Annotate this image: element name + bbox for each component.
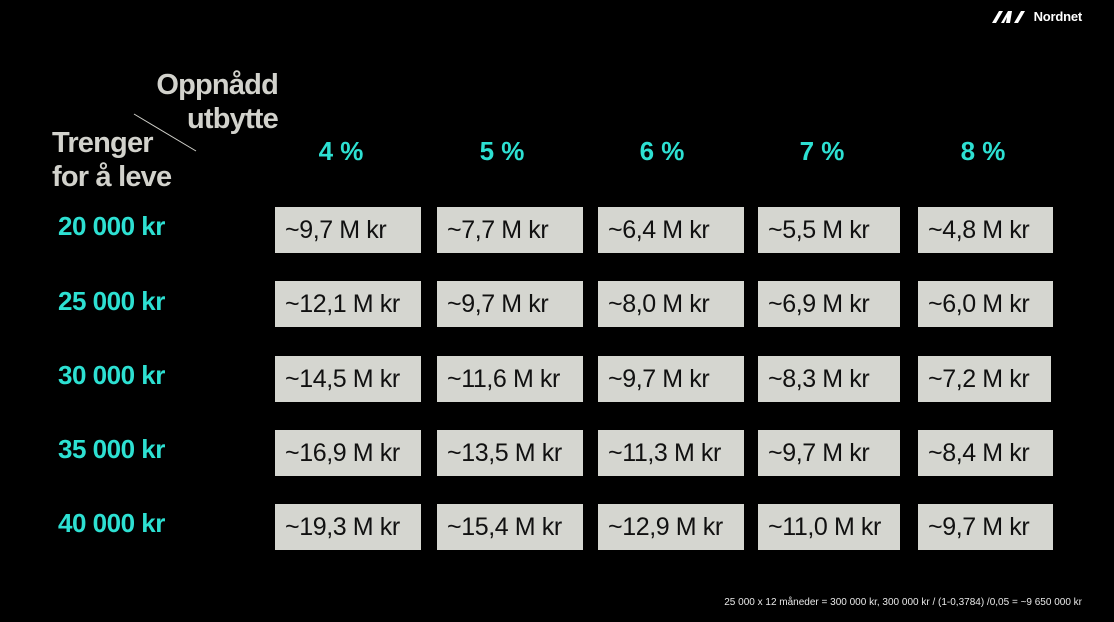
table-cell: ~13,5 M kr [437, 430, 583, 476]
column-axis-label-line1: Oppnådd [156, 69, 278, 101]
row-axis-label-line2: for å leve [52, 161, 172, 193]
table-cell: ~6,9 M kr [758, 281, 900, 327]
table-cell: ~14,5 M kr [275, 356, 421, 402]
brand-name: Nordnet [1033, 8, 1083, 24]
column-header: 6 % [639, 136, 685, 166]
table-cell: ~8,0 M kr [598, 281, 744, 327]
row-header: 30 000 kr [58, 360, 165, 390]
table-cell: ~19,3 M kr [275, 504, 421, 550]
row-axis-label-line1: Trenger [52, 127, 154, 159]
brand-logo: Nordnet [990, 8, 1082, 24]
table-cell: ~6,4 M kr [598, 207, 744, 253]
table-cell: ~16,9 M kr [275, 430, 421, 476]
table-cell: ~9,7 M kr [598, 356, 744, 402]
column-header: 8 % [960, 136, 1006, 166]
table-cell: ~12,9 M kr [598, 504, 744, 550]
table-cell: ~12,1 M kr [275, 281, 421, 327]
table-cell: ~5,5 M kr [758, 207, 900, 253]
table-cell: ~11,3 M kr [598, 430, 744, 476]
column-axis-label-line2: utbytte [186, 103, 279, 135]
row-header: 35 000 kr [58, 434, 165, 464]
table-cell: ~15,4 M kr [437, 504, 583, 550]
table-cell: ~9,7 M kr [437, 281, 583, 327]
column-header: 5 % [479, 136, 525, 166]
column-header: 7 % [799, 136, 845, 166]
table-cell: ~7,2 M kr [918, 356, 1051, 402]
table-cell: ~8,4 M kr [918, 430, 1053, 476]
table-cell: ~11,0 M kr [758, 504, 900, 550]
row-header: 20 000 kr [58, 211, 165, 241]
table-cell: ~9,7 M kr [275, 207, 421, 253]
column-header: 4 % [318, 136, 364, 166]
footnote: 25 000 x 12 måneder = 300 000 kr, 300 00… [724, 597, 1082, 608]
table-cell: ~11,6 M kr [437, 356, 583, 402]
column-axis-label: Oppnådd utbytte [148, 68, 278, 136]
row-header: 25 000 kr [58, 286, 165, 316]
table-cell: ~4,8 M kr [918, 207, 1053, 253]
table-cell: ~8,3 M kr [758, 356, 900, 402]
table-cell: ~9,7 M kr [758, 430, 900, 476]
table-cell: ~6,0 M kr [918, 281, 1053, 327]
table-cell: ~7,7 M kr [437, 207, 583, 253]
table-cell: ~9,7 M kr [918, 504, 1053, 550]
row-header: 40 000 kr [58, 508, 165, 538]
row-axis-label: Trenger for å leve [52, 126, 202, 194]
nordnet-logo-icon [991, 11, 1025, 23]
